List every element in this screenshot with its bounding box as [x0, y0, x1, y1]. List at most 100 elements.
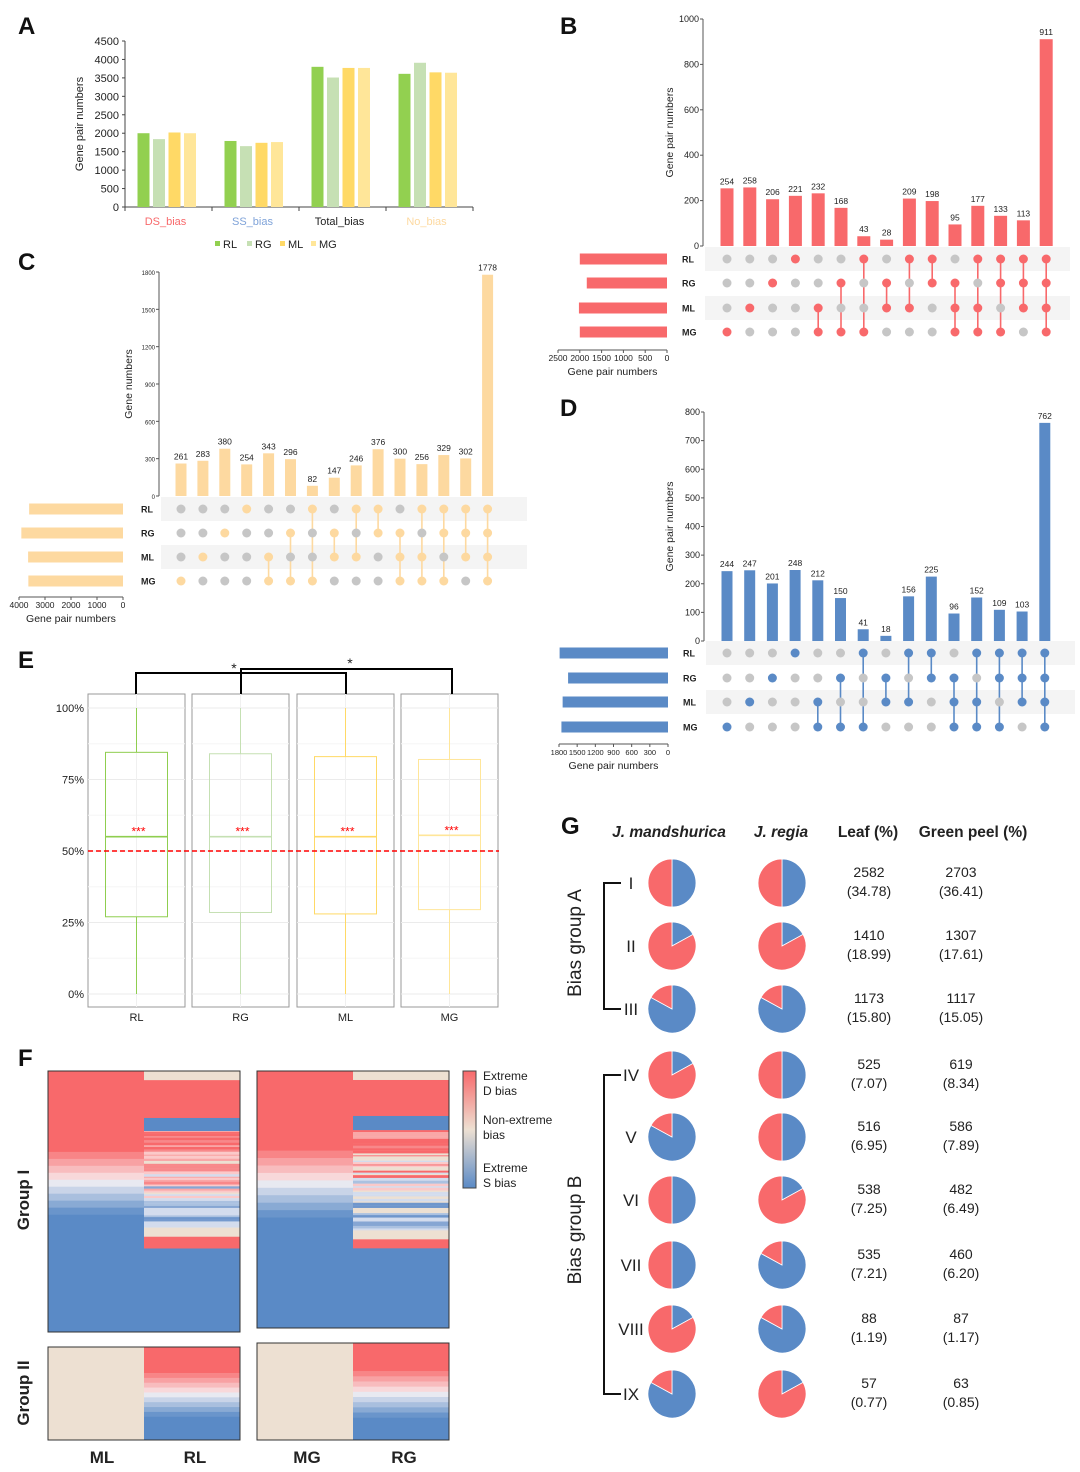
band-mixed-stripe — [144, 1200, 240, 1204]
y-tick-label: 700 — [685, 436, 700, 446]
pie-slice-d-bias — [760, 984, 783, 1010]
intersection-bar — [219, 448, 231, 496]
matrix-dot-active — [1040, 697, 1050, 707]
intersection-bar — [834, 207, 848, 246]
set-size-tick-label: 300 — [644, 748, 657, 757]
pie-slice-d-bias — [647, 1175, 673, 1225]
bar-value-label: 43 — [859, 224, 869, 234]
bar-value-label: 96 — [949, 602, 959, 612]
legend-label: RG — [255, 239, 272, 251]
band-mixed-stripe — [353, 1215, 449, 1218]
intersection-bar — [438, 455, 450, 496]
pie-j-regia — [757, 921, 807, 971]
band-mixed-stripe — [353, 1190, 449, 1193]
bar-value-label: 258 — [743, 175, 757, 185]
x-tick-label: RL — [129, 1012, 143, 1024]
y-tick-label: 4000 — [95, 54, 119, 66]
band-mixed-stripe — [353, 1198, 449, 1202]
bias-class-label: VII — [621, 1256, 642, 1275]
bar-value-label: 256 — [415, 452, 429, 462]
band-extreme-s — [353, 1115, 449, 1131]
intersection-bar — [788, 195, 802, 246]
pie-slice-d-bias — [647, 1304, 697, 1354]
bar-value-label: 762 — [1038, 411, 1052, 421]
leaf-percent: (6.95) — [851, 1137, 888, 1153]
band-mixed-stripe — [353, 1196, 449, 1200]
matrix-dot-active — [904, 648, 914, 658]
intersection-bar — [328, 477, 340, 496]
intersection-bar — [812, 580, 824, 641]
bar-value-label: 302 — [459, 446, 473, 456]
matrix-dot-inactive — [836, 254, 846, 264]
pie-slice-s-bias — [671, 858, 697, 908]
intersection-bar — [880, 635, 892, 641]
bar-MG-DS_bias — [184, 133, 196, 207]
intersection-bar — [197, 460, 209, 496]
intersection-bar — [241, 464, 253, 496]
intersection-bar — [1016, 220, 1030, 246]
band-mixed-stripe — [144, 1165, 240, 1169]
matrix-dot-inactive — [768, 327, 778, 337]
y-tick-label: 600 — [685, 464, 700, 474]
bar-value-label: 147 — [327, 466, 341, 476]
matrix-dot-active — [973, 303, 983, 313]
matrix-dot-active — [881, 673, 891, 683]
matrix-dot-active — [351, 504, 361, 514]
matrix-dot-active — [926, 673, 936, 683]
panel-g-pie-table: J. mandshurica J. regia Leaf (%) Green peel… — [565, 824, 1027, 1419]
matrix-dot-inactive — [351, 576, 361, 586]
heatmap-frame — [256, 1070, 450, 1329]
matrix-dot-active — [836, 278, 846, 288]
color-scale-label: Non-extreme — [483, 1113, 553, 1127]
matrix-dot-active — [1041, 254, 1051, 264]
band-mixed-stripe — [353, 1219, 449, 1222]
band-mixed-stripe — [353, 1162, 449, 1165]
pie-j-mandshurica — [647, 1240, 697, 1290]
bar-value-label: 113 — [1017, 208, 1031, 218]
matrix-dot-active — [973, 254, 983, 264]
x-tick-label: DS_bias — [145, 216, 187, 228]
matrix-dot-inactive — [745, 254, 755, 264]
heatmap-frame — [47, 1346, 241, 1441]
bar-value-label: 246 — [349, 453, 363, 463]
pie-slice-s-bias — [671, 1240, 697, 1290]
band-extreme-d — [144, 1080, 240, 1119]
comparison-significance: * — [231, 660, 237, 676]
band-mixed-stripe — [353, 1172, 449, 1175]
y-tick-label: 800 — [684, 59, 699, 69]
green-peel-percent: (6.49) — [943, 1200, 980, 1216]
y-tick-label: 0 — [695, 636, 700, 646]
pie-slice-d-bias — [647, 1240, 673, 1290]
y-tick-label: 200 — [684, 196, 699, 206]
matrix-dot-active — [1017, 648, 1027, 658]
band-mixed-stripe — [353, 1142, 449, 1144]
intersection-bar — [971, 597, 983, 641]
matrix-dot-active — [286, 528, 295, 538]
band-mixed-stripe — [353, 1141, 449, 1143]
intersection-bar — [744, 570, 756, 641]
bias-class-label: IX — [623, 1385, 639, 1404]
y-tick-label: 2000 — [95, 128, 119, 140]
band-mixed-stripe — [144, 1136, 240, 1138]
leaf-percent: (7.21) — [851, 1265, 888, 1281]
set-size-bar — [578, 302, 667, 314]
band-gradient-step — [144, 1407, 240, 1413]
y-tick-label: 0 — [694, 241, 699, 251]
matrix-dot-inactive — [996, 303, 1006, 313]
matrix-dot-inactive — [790, 697, 800, 707]
band-mixed-stripe — [353, 1175, 449, 1179]
column-header: J. regia — [754, 824, 809, 841]
band-mixed-stripe — [353, 1170, 449, 1173]
band-gradient-step — [48, 1151, 144, 1160]
bar-value-label: 156 — [902, 584, 916, 594]
intersection-bar — [857, 236, 871, 246]
band-mixed-stripe — [144, 1215, 240, 1218]
matrix-dot-inactive — [859, 303, 869, 313]
y-axis-label: Gene numbers — [123, 349, 135, 418]
matrix-dot-inactive — [745, 648, 755, 658]
panel-b-upset-chart: 0 200 400 600 800 1000 Gene pair numbers 254 258… — [549, 14, 1070, 378]
band-gradient-step — [144, 1387, 240, 1393]
pie-j-mandshurica — [647, 1175, 697, 1225]
matrix-dot-active — [949, 673, 959, 683]
significance-label: *** — [235, 825, 249, 839]
